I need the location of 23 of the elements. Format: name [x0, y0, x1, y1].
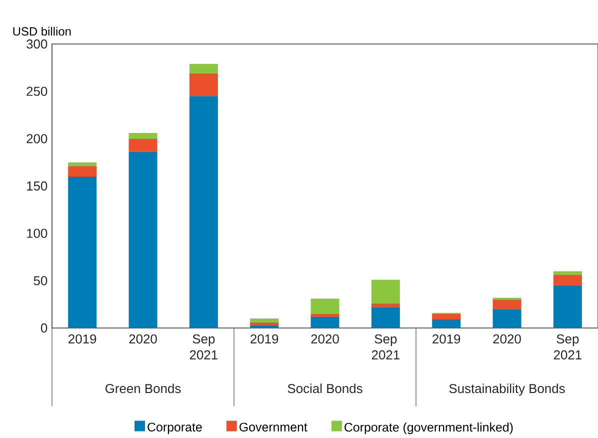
text: Green Bonds — [105, 384, 181, 394]
legend-label: Government — [240, 422, 308, 432]
y-tick-label: 100 — [27, 228, 48, 238]
x-tick-label: 2020 — [311, 334, 339, 344]
text: Social Bonds — [288, 384, 362, 394]
y-tick-label: 250 — [26, 86, 48, 96]
legend-label: Corporate (government-linked) — [344, 422, 513, 434]
x-tick-label: 2020 — [129, 334, 157, 344]
y-tick-label: 300 — [26, 39, 48, 49]
x-tick-label: Sep 2021 — [190, 334, 218, 360]
x-tick-label: 2019 — [432, 334, 460, 344]
x-tick-label: 2019 — [250, 334, 278, 344]
x-tick-label: 2020 — [493, 334, 521, 344]
y-tick-label: 50 — [34, 276, 48, 286]
y-axis-title: USD billion — [13, 26, 71, 36]
x-tick-label: Sep 2021 — [554, 334, 582, 360]
legend-label: Corporate — [148, 422, 202, 434]
x-tick-label: 2019 — [68, 334, 96, 344]
y-tick-label: 200 — [26, 134, 48, 144]
text: Sustainability Bonds — [449, 384, 565, 396]
y-tick-label: 0 — [40, 323, 48, 333]
y-tick-label: 150 — [27, 181, 48, 191]
x-tick-label: Sep 2021 — [372, 334, 400, 360]
